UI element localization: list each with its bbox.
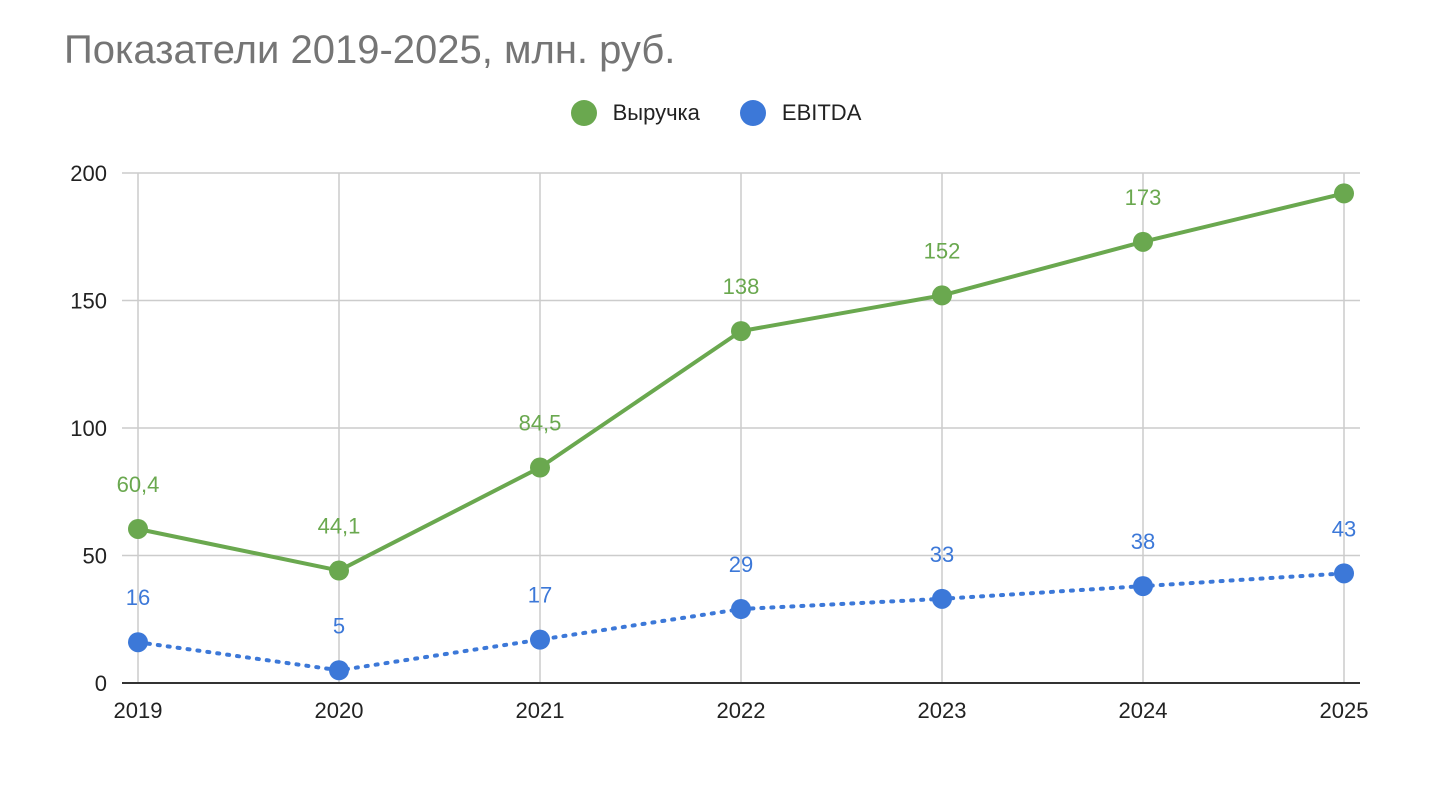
data-point-revenue (731, 321, 751, 342)
x-tick-label: 2022 (717, 698, 766, 723)
x-tick-label: 2021 (516, 698, 565, 723)
y-tick-label: 50 (83, 544, 107, 569)
legend-swatch-ebitda (739, 100, 766, 126)
data-label-ebitda: 33 (930, 542, 954, 567)
x-tick-label: 2023 (918, 698, 967, 723)
legend-swatch-revenue (570, 100, 597, 126)
legend-label-ebitda: EBITDA (781, 100, 862, 125)
data-point-ebitda (329, 660, 349, 681)
data-label-ebitda: 16 (126, 585, 150, 610)
data-label-revenue: 84,5 (519, 411, 562, 436)
data-point-ebitda (1133, 576, 1153, 597)
data-label-revenue: 138 (723, 274, 760, 299)
data-label-revenue: 173 (1125, 185, 1162, 210)
y-tick-label: 0 (95, 671, 107, 696)
data-point-revenue (932, 285, 952, 306)
data-label-revenue: 44,1 (318, 514, 361, 539)
y-tick-label: 200 (70, 161, 107, 186)
y-tick-label: 100 (70, 416, 107, 441)
chart-title: Показатели 2019-2025, млн. руб. (64, 28, 676, 72)
x-tick-label: 2020 (315, 698, 364, 723)
data-point-revenue (1133, 231, 1153, 252)
data-point-ebitda (128, 632, 148, 653)
data-label-ebitda: 43 (1332, 516, 1356, 541)
data-point-revenue (128, 518, 148, 539)
chart-legend: Выручка EBITDA (0, 100, 1432, 126)
data-label-revenue: 60,4 (117, 472, 160, 497)
x-tick-label: 2024 (1119, 698, 1168, 723)
data-label-revenue: 152 (924, 238, 961, 263)
data-point-ebitda (530, 629, 550, 650)
data-label-ebitda: 5 (333, 613, 345, 638)
data-point-ebitda (731, 599, 751, 620)
data-point-revenue (530, 457, 550, 478)
data-label-ebitda: 38 (1131, 529, 1155, 554)
y-tick-label: 150 (70, 289, 107, 314)
legend-item-revenue: Выручка (570, 100, 700, 126)
data-label-ebitda: 17 (528, 583, 552, 608)
data-point-revenue (329, 560, 349, 581)
x-tick-label: 2025 (1320, 698, 1369, 723)
data-label-ebitda: 29 (729, 552, 753, 577)
data-point-revenue (1334, 183, 1354, 204)
data-point-ebitda (1334, 563, 1354, 584)
x-tick-label: 2019 (114, 698, 163, 723)
legend-item-ebitda: EBITDA (739, 100, 862, 126)
legend-label-revenue: Выручка (612, 100, 700, 125)
data-point-ebitda (932, 588, 952, 609)
